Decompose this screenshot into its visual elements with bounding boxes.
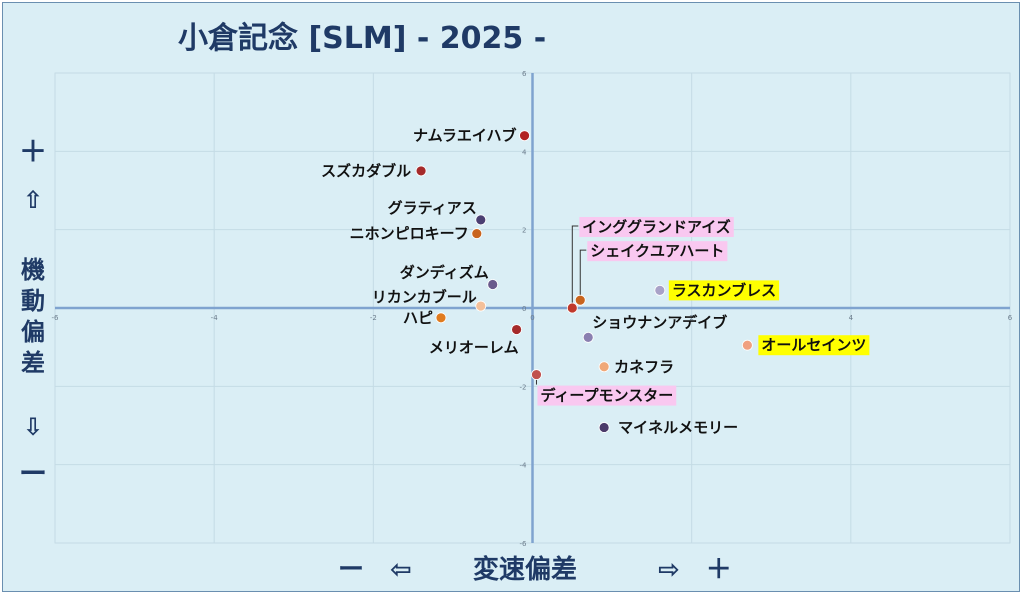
y-tick-label: 6	[522, 70, 527, 78]
point-label: ハピ	[403, 309, 433, 327]
point-label-group: スズカダブル	[321, 162, 411, 180]
x-tick-label: 2	[689, 314, 693, 322]
y-positive-sign: ＋	[19, 135, 47, 168]
y-negative-sign: ー	[19, 457, 47, 490]
label-highlight	[537, 385, 677, 406]
y-tick-label: -6	[520, 540, 528, 548]
y-up-arrow: ⇧	[23, 186, 43, 214]
y-tick-label: 4	[522, 148, 527, 156]
x-tick-label: 6	[1008, 314, 1013, 322]
data-point	[574, 294, 586, 306]
point-label-group: インググランドアイズ	[579, 217, 734, 237]
y-axis-title: 機動偏差	[21, 256, 45, 377]
chart-title: 小倉記念 [SLM] - 2025 -	[178, 21, 546, 56]
x-positive-marker: ⇨ ＋	[658, 555, 732, 585]
point-label-group: ニホンピロキーフ	[350, 225, 469, 243]
point-label: ニホンピロキーフ	[350, 225, 469, 243]
point-label-group: グラティアス	[388, 199, 477, 217]
x-axis-title: 変速偏差	[473, 554, 577, 585]
point-label: ラスカンブレス	[672, 281, 776, 299]
label-highlight	[579, 217, 734, 237]
label-highlight	[668, 280, 780, 301]
point-label: マイネルメモリー	[618, 418, 738, 436]
data-point	[654, 284, 666, 296]
scatter-chart: 小倉記念 [SLM] - 2025 - -6 -4 -2 0 2 4 66420-2-4-6…	[19, 21, 1013, 585]
leader-line	[571, 225, 579, 308]
point-label-group: ディープモンスター	[537, 385, 677, 406]
x-tick-label: -4	[211, 314, 219, 322]
point-label-group: リカンカブール	[372, 288, 477, 306]
y-tick-label: -4	[520, 462, 528, 470]
y-tick-label: 0	[522, 305, 526, 313]
y-tick-label: 2	[522, 227, 526, 235]
x-tick-label: -6	[52, 314, 60, 322]
point-label-group: ラスカンブレス	[668, 280, 780, 301]
y-tick-label: -2	[520, 383, 527, 391]
data-point	[741, 339, 753, 351]
data-point	[598, 361, 610, 373]
point-label: ディープモンスター	[540, 387, 673, 405]
point-label: スズカダブル	[321, 162, 411, 180]
data-point	[598, 422, 610, 433]
point-label-group: マイネルメモリー	[618, 418, 738, 436]
axes	[55, 73, 1010, 543]
point-label: オールセインツ	[761, 336, 866, 354]
data-point	[475, 300, 487, 312]
point-label: ショウナンアデイブ	[592, 313, 727, 331]
point-label-group: シェイクユアハート	[587, 241, 728, 262]
data-point	[519, 130, 530, 142]
label-highlight	[758, 335, 870, 356]
data-point	[566, 302, 578, 314]
point-label-group: オールセインツ	[758, 335, 870, 356]
point-label: シェイクユアハート	[590, 242, 724, 260]
point-label: グラティアス	[388, 199, 477, 217]
x-negative-marker: ー ⇦	[338, 555, 412, 585]
point-label: メリオーレム	[429, 339, 519, 357]
x-tick-label: 0	[530, 314, 534, 322]
point-label: カネフラ	[614, 358, 674, 376]
point-label-group: ダンディズム	[400, 264, 489, 282]
data-point	[471, 228, 483, 239]
data-point	[415, 165, 427, 177]
point-label-group: ショウナンアデイブ	[592, 313, 727, 331]
leader-line	[579, 249, 587, 301]
point-label-group: ハピ	[403, 309, 433, 327]
point-label: リカンカブール	[372, 288, 477, 306]
data-point	[582, 331, 594, 343]
data-point	[475, 214, 487, 226]
point-label-group: カネフラ	[614, 358, 674, 376]
data-point	[511, 324, 522, 335]
x-tick-label: 4	[849, 314, 854, 322]
data-point	[531, 369, 542, 380]
label-highlight	[587, 241, 728, 262]
point-label: ナムラエイハブ	[413, 127, 517, 145]
point-label: ダンディズム	[400, 264, 489, 282]
point-label-group: メリオーレム	[429, 339, 519, 357]
data-point	[487, 279, 499, 290]
points	[415, 130, 753, 433]
y-down-arrow: ⇩	[23, 413, 43, 441]
tick-labels: -6 -4 -2 0 2 4 6 6 4 2 0 -2 -4 -6	[52, 70, 1013, 548]
data-point	[435, 312, 447, 324]
point-label-group: ナムラエイハブ	[413, 127, 517, 145]
x-tick-label: -2	[370, 314, 377, 322]
point-label: インググランドアイズ	[582, 218, 731, 236]
